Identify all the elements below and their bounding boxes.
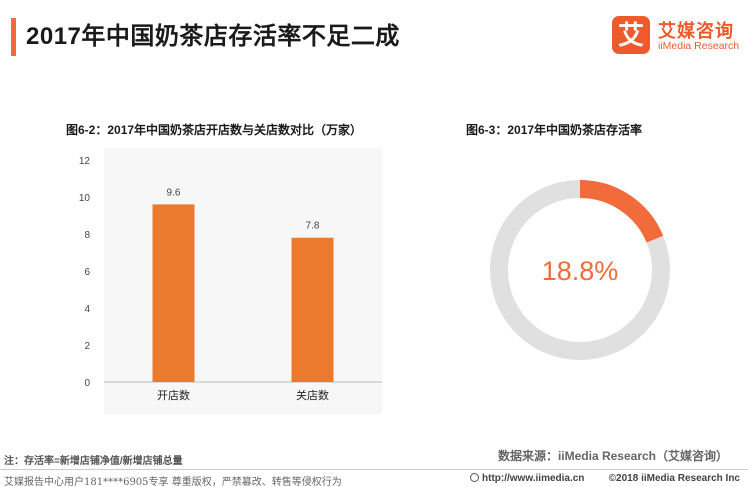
data-label: 7.8	[306, 221, 320, 232]
globe-icon	[470, 473, 479, 482]
logo-chinese-name: 艾媒咨询	[658, 21, 734, 41]
footnote: 注：存活率=新增店铺净值/新增店铺总量	[4, 456, 183, 467]
x-tick-label: 关店数	[296, 388, 329, 402]
y-tick-label: 4	[84, 304, 90, 315]
logo-mark: 艾	[612, 16, 650, 54]
donut-center-label: 18.8%	[542, 256, 619, 286]
y-tick-label: 8	[84, 230, 90, 241]
y-tick-label: 2	[84, 341, 90, 352]
title-accent-bar	[11, 18, 16, 56]
footer-copyright-notice: 艾媒报告中心用户181****6905专享 尊重版权，严禁篡改、转售等侵权行为	[4, 477, 342, 487]
y-tick-label: 0	[84, 378, 90, 389]
donut-chart-title: 图6-3：2017年中国奶茶店存活率	[466, 123, 643, 137]
footer-copyright: ©2018 iiMedia Research Inc	[608, 473, 740, 484]
bar	[152, 204, 195, 382]
bar	[291, 237, 334, 382]
footer-divider	[0, 469, 748, 470]
bar-chart-title: 图6-2：2017年中国奶茶店开店数与关店数对比（万家）	[66, 123, 363, 137]
x-tick-label: 开店数	[157, 388, 190, 402]
donut-slice-remainder	[490, 180, 670, 360]
data-label: 9.6	[167, 187, 181, 198]
donut-chart: 18.8%	[490, 180, 670, 360]
bar-chart: 0 2 4 6 8 10 12 9.6 开店数 7.8 关店数	[79, 148, 382, 414]
donut-slice-survival	[579, 180, 664, 243]
plot-background	[104, 148, 382, 414]
y-tick-label: 6	[84, 267, 90, 278]
footer-url[interactable]: http://www.iimedia.cn	[470, 473, 584, 484]
y-tick-label: 12	[79, 156, 91, 167]
page-title: 2017年中国奶茶店存活率不足二成	[26, 23, 400, 50]
footer-url-text[interactable]: http://www.iimedia.cn	[482, 473, 585, 484]
iimedia-logo: 艾 艾媒咨询 iiMedia Research	[612, 16, 742, 56]
y-tick-label: 10	[79, 193, 91, 204]
data-source: 数据来源：iiMedia Research（艾媒咨询）	[497, 449, 728, 463]
logo-english-name: iiMedia Research	[658, 40, 740, 52]
